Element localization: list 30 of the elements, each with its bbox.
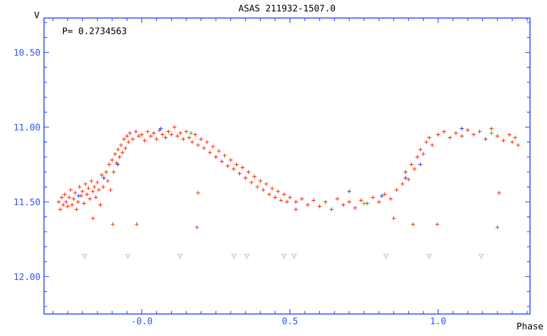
point <box>418 162 423 167</box>
point <box>292 254 297 259</box>
point <box>403 176 408 180</box>
x-tick-label: 0.5 <box>282 318 298 324</box>
x-tick-label: 1.0 <box>431 318 446 324</box>
annotation: P= 0.2734563 <box>62 27 126 34</box>
point <box>346 189 352 194</box>
point <box>379 194 384 198</box>
point <box>125 254 130 259</box>
y-tick-label: 12.00 <box>14 273 40 280</box>
point <box>102 176 106 180</box>
y-axis-title: V <box>34 12 40 18</box>
point <box>231 254 236 259</box>
chart-title: ASAS 211932-1507.0 <box>238 4 335 12</box>
point <box>426 254 432 259</box>
point <box>76 194 82 198</box>
point <box>82 254 88 259</box>
point <box>362 201 366 206</box>
point <box>177 254 182 259</box>
point <box>383 254 388 259</box>
point <box>282 254 287 259</box>
point <box>244 254 250 259</box>
x-axis-title: Phase <box>517 322 543 330</box>
point <box>489 130 494 136</box>
x-tick-label: -0.0 <box>132 318 152 324</box>
y-tick-label: 11.00 <box>14 124 40 131</box>
point <box>478 254 484 259</box>
y-tick-label: 11.50 <box>14 198 40 206</box>
point <box>188 130 194 136</box>
y-tick-label: 10.50 <box>14 48 40 56</box>
